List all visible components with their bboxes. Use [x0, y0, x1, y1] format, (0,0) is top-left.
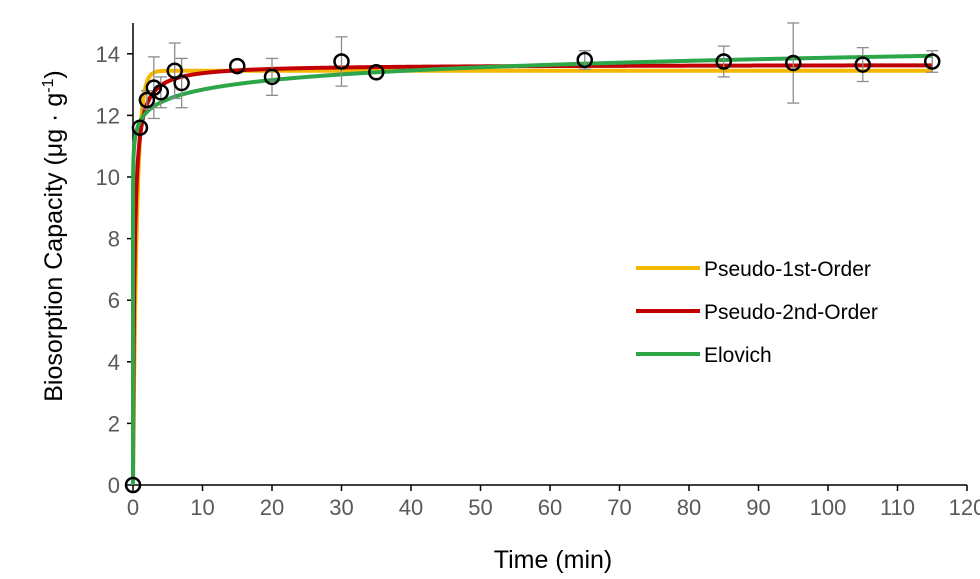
y-axis-title: Biosorption Capacity (μg · g-1): [40, 70, 68, 402]
legend-label: Elovich: [704, 344, 772, 367]
y-tick-label: 12: [96, 103, 120, 128]
y-tick-labels: 0 2 4 6 8 10 12 14: [96, 42, 120, 498]
x-tick-label: 50: [468, 495, 492, 520]
x-tick-label: 100: [810, 495, 847, 520]
x-tick-labels: 0 10 20 30 40 50 60 70 80 90 100 110 120: [127, 495, 980, 520]
series-line-elovich: [131, 53, 933, 485]
x-tick-label: 20: [260, 495, 284, 520]
x-tick-label: 110: [880, 495, 915, 520]
data-point: [715, 53, 732, 70]
x-tick-label: 70: [607, 495, 631, 520]
data-point: [924, 53, 941, 70]
x-tick-label: 60: [538, 495, 562, 520]
y-axis-title-main: Biosorption Capacity (μg · g: [40, 93, 68, 402]
series-line-pseudo-2nd-order: [131, 63, 933, 487]
x-tick-label: 120: [949, 495, 980, 520]
x-tick-label: 30: [329, 495, 353, 520]
x-axis-title: Time (min): [494, 546, 613, 574]
data-point: [368, 64, 385, 81]
x-tick-label: 0: [127, 495, 139, 520]
y-tick-label: 4: [108, 350, 120, 375]
y-tick-label: 10: [96, 165, 120, 190]
data-point: [124, 476, 142, 494]
data-point: [263, 68, 281, 86]
data-point: [138, 91, 156, 109]
legend-label: Pseudo-1st-Order: [704, 258, 871, 281]
x-tick-label: 80: [677, 495, 701, 520]
data-point: [854, 56, 871, 73]
model-lines: [131, 53, 933, 487]
axes: [127, 23, 968, 491]
error-bars: [140, 22, 939, 120]
data-point: [173, 74, 190, 92]
series-line-pseudo-1st-order: [131, 68, 933, 487]
y-tick-label: 8: [108, 227, 120, 252]
data-point: [576, 51, 593, 69]
legend: Pseudo-1st-Order Pseudo-2nd-Order Elovich: [636, 258, 878, 367]
y-axis-title-superscript: -1: [40, 78, 57, 92]
x-tick-label: 90: [746, 495, 770, 520]
y-tick-label: 2: [108, 411, 120, 436]
y-tick-label: 0: [108, 473, 120, 498]
y-tick-label: 6: [108, 288, 120, 313]
data-point: [785, 54, 802, 72]
legend-label: Pseudo-2nd-Order: [704, 301, 878, 324]
x-tick-label: 10: [190, 495, 214, 520]
y-tick-label: 14: [96, 42, 120, 67]
data-points: [124, 51, 941, 494]
y-axis-title-close: ): [40, 70, 68, 78]
data-point: [333, 53, 350, 70]
data-point: [131, 119, 149, 136]
data-point: [152, 84, 170, 101]
x-tick-label: 40: [399, 495, 423, 520]
data-point: [229, 57, 246, 75]
data-point: [166, 62, 183, 79]
